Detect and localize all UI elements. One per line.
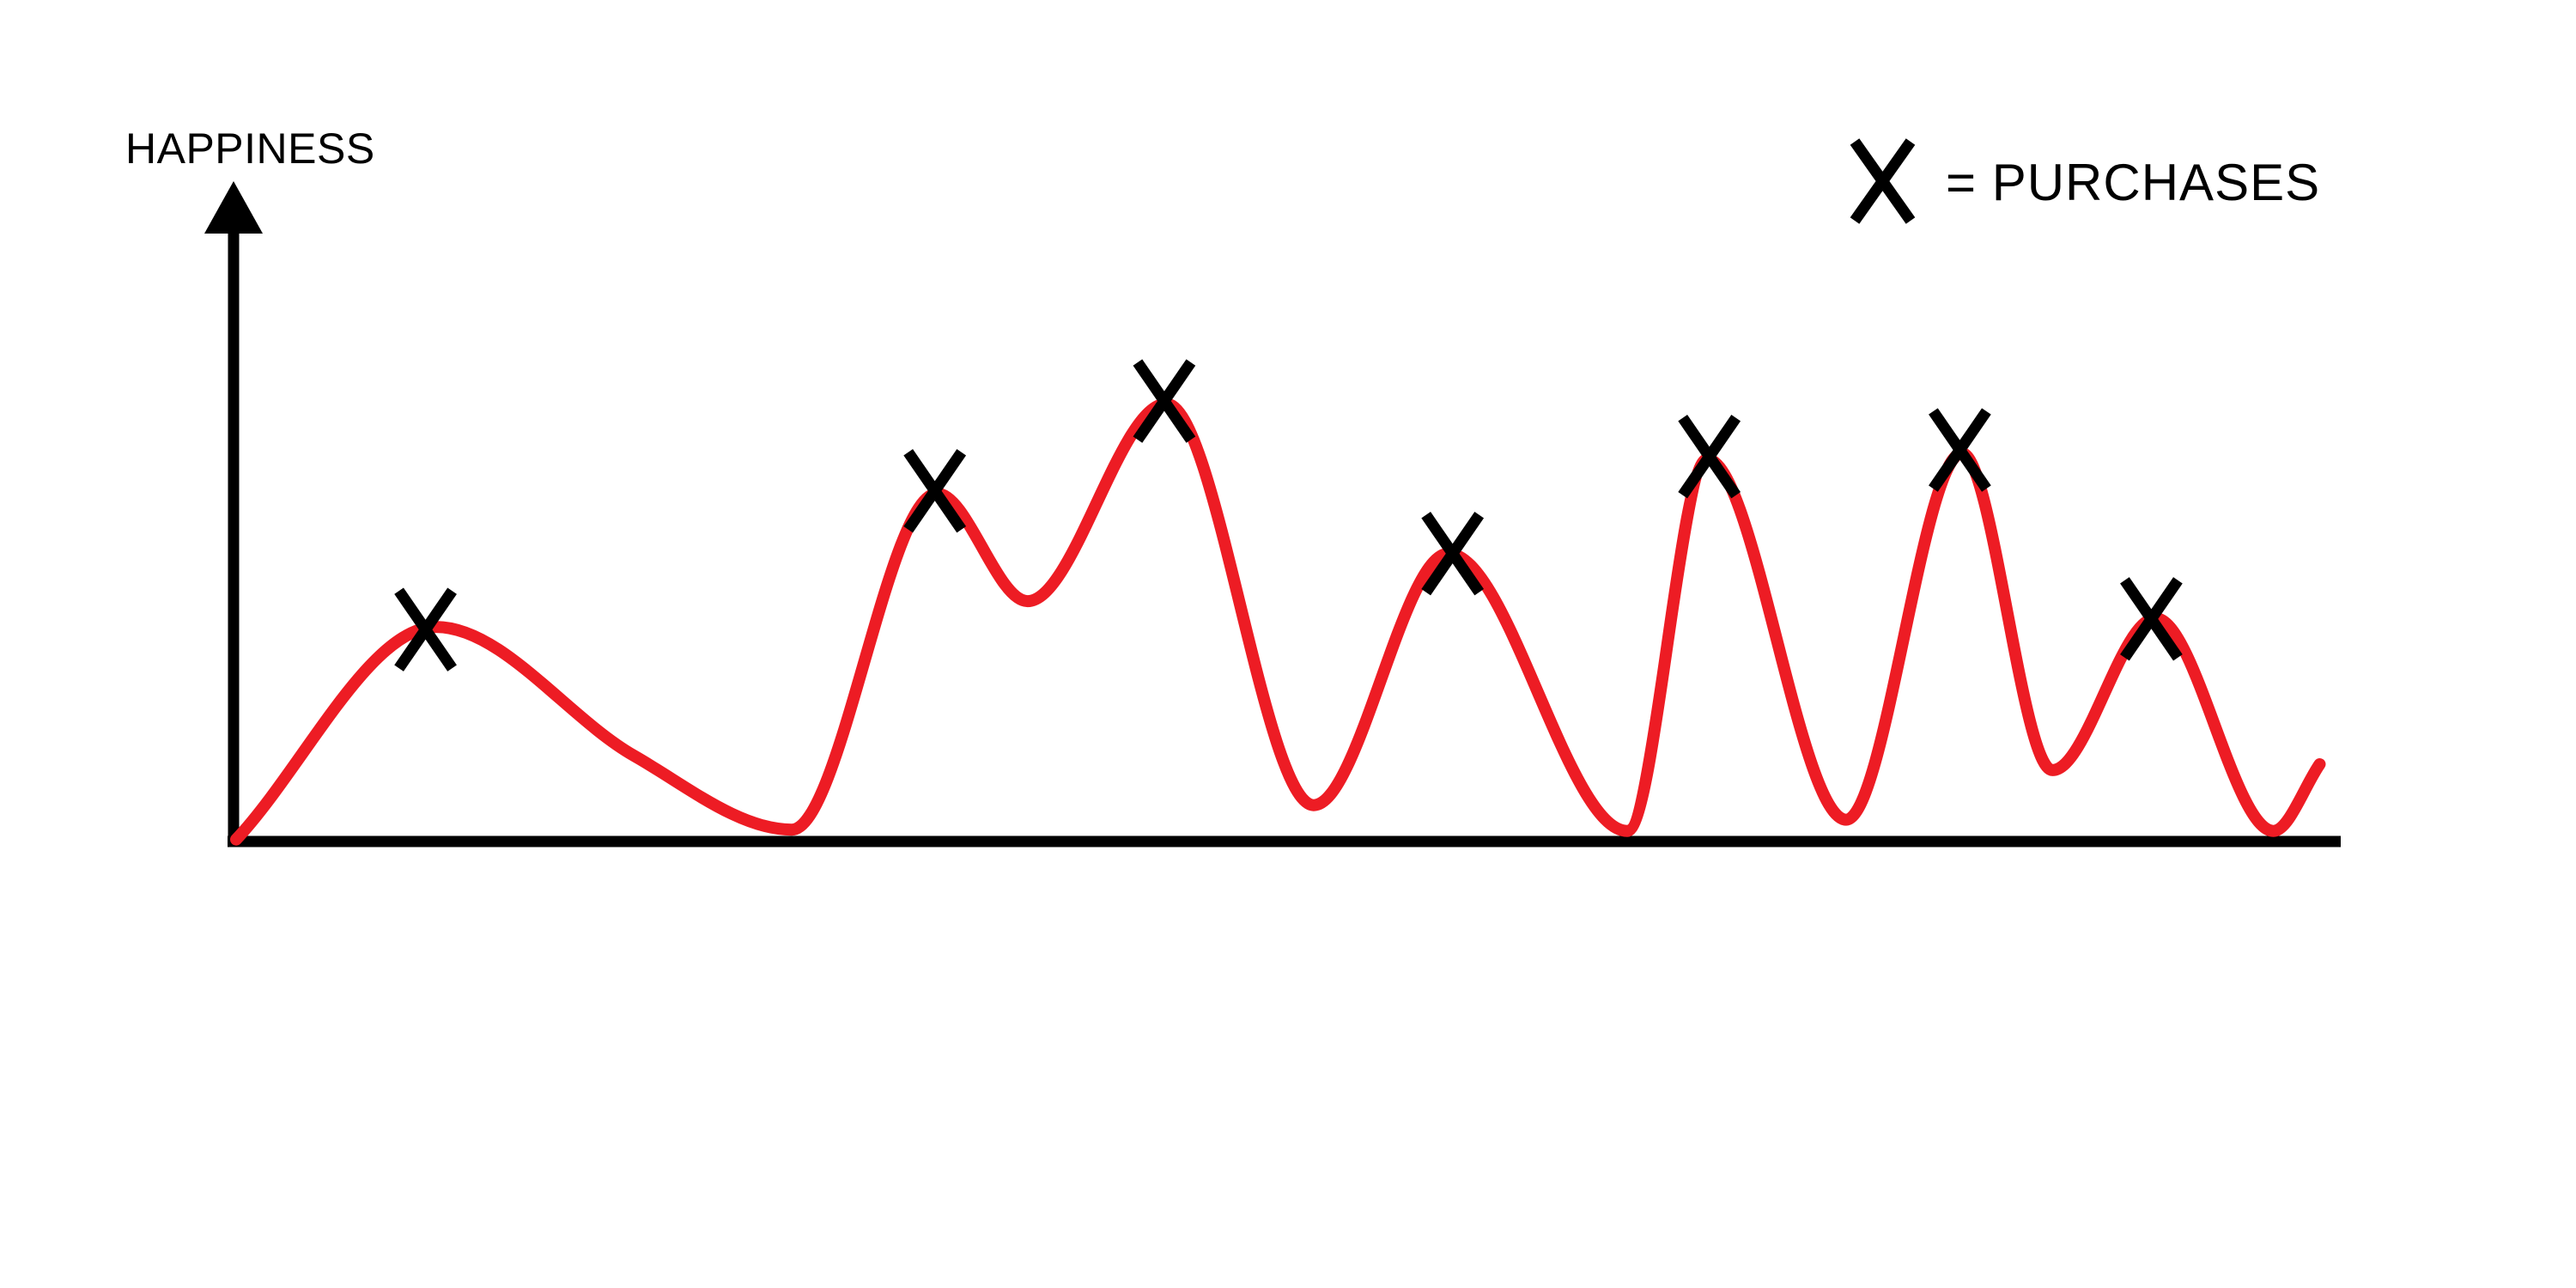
happiness-curve [230, 398, 2326, 846]
legend-x-icon [1850, 138, 1916, 224]
purchase-markers [394, 359, 2183, 671]
y-axis-label: HAPPINESS [125, 125, 375, 173]
purchase-x-marker [1929, 408, 1991, 492]
legend-label: = PURCHASES [1946, 154, 2320, 211]
y-axis [204, 181, 263, 847]
purchase-x-marker [903, 449, 967, 533]
purchase-x-marker [2120, 577, 2183, 661]
legend-x-icon-stroke [1850, 138, 1916, 224]
legend: = PURCHASES [1850, 138, 2320, 224]
y-axis-arrowhead-icon [204, 181, 263, 234]
purchase-x-marker [394, 587, 457, 671]
purchase-x-marker [1678, 415, 1741, 499]
purchase-x-marker [1421, 512, 1485, 596]
purchase-x-marker [1133, 359, 1196, 443]
